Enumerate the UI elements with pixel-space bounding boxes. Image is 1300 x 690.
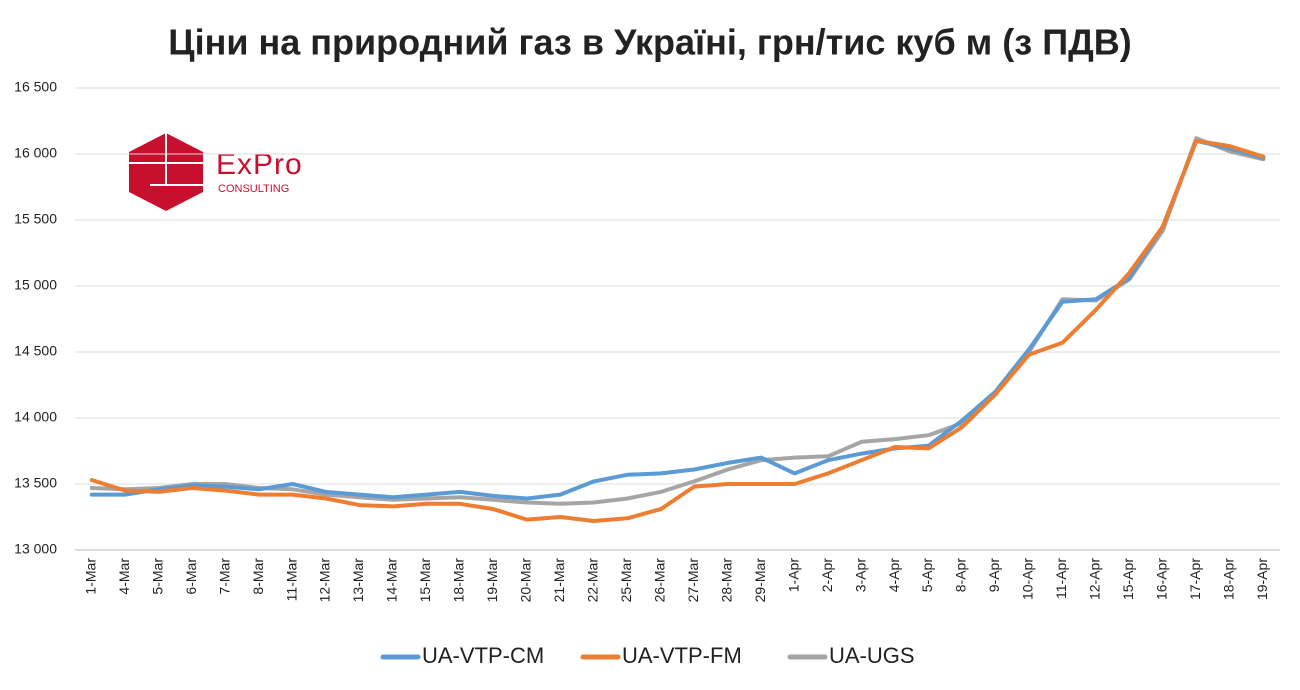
x-tick-label: 13-Mar	[350, 558, 366, 603]
x-tick-label: 29-Mar	[752, 558, 768, 603]
x-tick-label: 19-Mar	[484, 558, 500, 603]
x-tick-label: 18-Apr	[1220, 558, 1236, 600]
x-tick-label: 15-Apr	[1120, 558, 1136, 600]
x-tick-label: 5-Apr	[919, 558, 935, 593]
x-tick-label: 19-Apr	[1254, 558, 1270, 600]
x-tick-label: 15-Mar	[417, 558, 433, 603]
x-tick-label: 1-Apr	[785, 558, 801, 593]
x-tick-label: 7-Mar	[216, 558, 232, 595]
logo: ExPro CONSULTING	[129, 133, 303, 211]
x-tick-label: 27-Mar	[685, 558, 701, 603]
x-tick-label: 8-Apr	[953, 558, 969, 593]
y-tick-label: 13 500	[14, 475, 57, 491]
x-tick-label: 1-Mar	[82, 558, 98, 595]
x-tick-label: 18-Mar	[451, 558, 467, 603]
x-tick-label: 9-Apr	[986, 558, 1002, 593]
x-tick-label: 12-Mar	[317, 558, 333, 603]
legend-label: UA-VTP-FM	[622, 643, 742, 668]
y-tick-label: 14 000	[14, 409, 57, 425]
x-tick-label: 21-Mar	[551, 558, 567, 603]
x-tick-label: 12-Apr	[1087, 558, 1103, 600]
x-tick-label: 3-Apr	[852, 558, 868, 593]
legend-label: UA-UGS	[829, 643, 915, 668]
x-tick-label: 6-Mar	[183, 558, 199, 595]
x-tick-label: 11-Apr	[1053, 558, 1069, 599]
y-tick-label: 13 000	[14, 541, 57, 557]
logo-subtitle: CONSULTING	[218, 183, 289, 195]
x-tick-label: 4-Apr	[886, 558, 902, 593]
y-tick-label: 16 500	[14, 79, 57, 95]
x-tick-label: 17-Apr	[1187, 558, 1203, 600]
x-tick-label: 26-Mar	[651, 558, 667, 603]
x-tick-label: 4-Mar	[116, 558, 132, 595]
x-tick-label: 14-Mar	[384, 558, 400, 603]
x-tick-label: 28-Mar	[718, 558, 734, 603]
x-tick-label: 16-Apr	[1154, 558, 1170, 600]
y-tick-label: 14 500	[14, 343, 57, 359]
y-tick-label: 15 500	[14, 211, 57, 227]
y-tick-label: 15 000	[14, 277, 57, 293]
x-tick-label: 25-Mar	[618, 558, 634, 603]
chart-title: Ціни на природний газ в Україні, грн/тис…	[168, 22, 1131, 63]
x-tick-label: 2-Apr	[819, 558, 835, 593]
legend-label: UA-VTP-CM	[422, 643, 544, 668]
x-tick-label: 8-Mar	[250, 558, 266, 595]
series-line	[89, 138, 1266, 501]
y-tick-label: 16 000	[14, 145, 57, 161]
logo-name: ExPro	[216, 148, 303, 181]
series-line	[89, 138, 1266, 523]
x-tick-label: 10-Apr	[1020, 558, 1036, 600]
x-tick-label: 20-Mar	[518, 558, 534, 603]
x-tick-label: 5-Mar	[149, 558, 165, 595]
x-tick-label: 11-Mar	[283, 558, 299, 602]
x-tick-label: 22-Mar	[585, 558, 601, 603]
